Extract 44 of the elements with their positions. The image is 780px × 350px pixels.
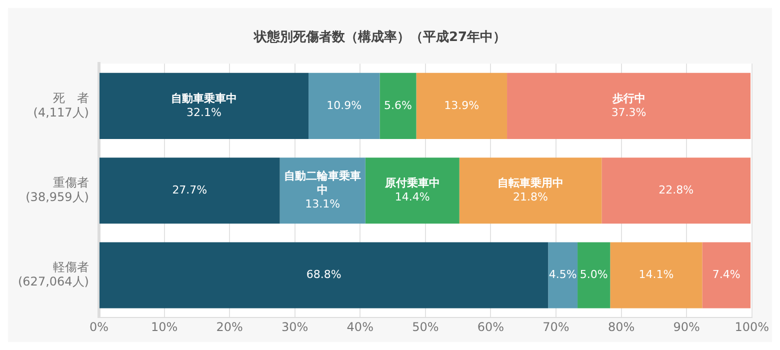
x-tick-label: 60% xyxy=(477,320,504,334)
data-label: 自動二輪車乗車中 13.1% xyxy=(284,169,362,210)
data-label: 10.9% xyxy=(326,98,362,112)
bar xyxy=(548,242,578,308)
bar xyxy=(702,242,751,308)
x-tick-label: 70% xyxy=(542,320,570,334)
bar xyxy=(99,158,280,224)
data-label: 14.1% xyxy=(638,268,674,282)
bar xyxy=(99,72,309,139)
bar xyxy=(416,72,508,139)
x-tick-label: 50% xyxy=(412,320,439,334)
data-label: 22.8% xyxy=(658,183,694,196)
bar xyxy=(602,158,751,224)
data-label: 5.0% xyxy=(580,268,608,282)
y-tick-label: 軽傷者 (627,064人) xyxy=(18,260,89,289)
bar xyxy=(459,158,602,224)
chart-title: 状態別死傷者数（構成率）（平成27年中） xyxy=(252,29,506,46)
data-label: 27.7% xyxy=(172,183,208,196)
x-tick-label: 90% xyxy=(673,320,700,334)
data-label: 歩行中 37.3% xyxy=(611,92,646,119)
data-label: 自動車乗車中 32.1% xyxy=(171,92,238,119)
bar xyxy=(610,242,702,308)
data-label: 原付乗車中 14.4% xyxy=(384,176,440,204)
data-label: 5.6% xyxy=(384,98,412,112)
x-tick-label: 30% xyxy=(282,320,308,334)
data-label: 13.9% xyxy=(444,98,480,112)
bar xyxy=(380,72,416,139)
data-label: 4.5% xyxy=(548,268,577,282)
data-label: 自転車乗用中 21.8% xyxy=(498,176,564,204)
y-tick-label: 死 者 (4,117人) xyxy=(33,90,89,120)
x-tick-label: 20% xyxy=(216,320,243,334)
bar xyxy=(365,158,460,224)
bar xyxy=(578,242,610,308)
bar xyxy=(308,72,380,139)
data-label: 68.8% xyxy=(306,268,342,282)
x-tick-label: 10% xyxy=(150,320,178,334)
bar xyxy=(99,242,548,308)
y-tick-label: 重傷者 (38,959人) xyxy=(26,176,89,204)
data-label: 7.4% xyxy=(712,268,740,282)
x-tick-label: 80% xyxy=(608,320,635,334)
x-tick-label: 0% xyxy=(89,320,109,334)
x-tick-label: 40% xyxy=(346,320,374,334)
bar xyxy=(507,72,751,139)
x-tick-label: 100% xyxy=(734,320,770,334)
